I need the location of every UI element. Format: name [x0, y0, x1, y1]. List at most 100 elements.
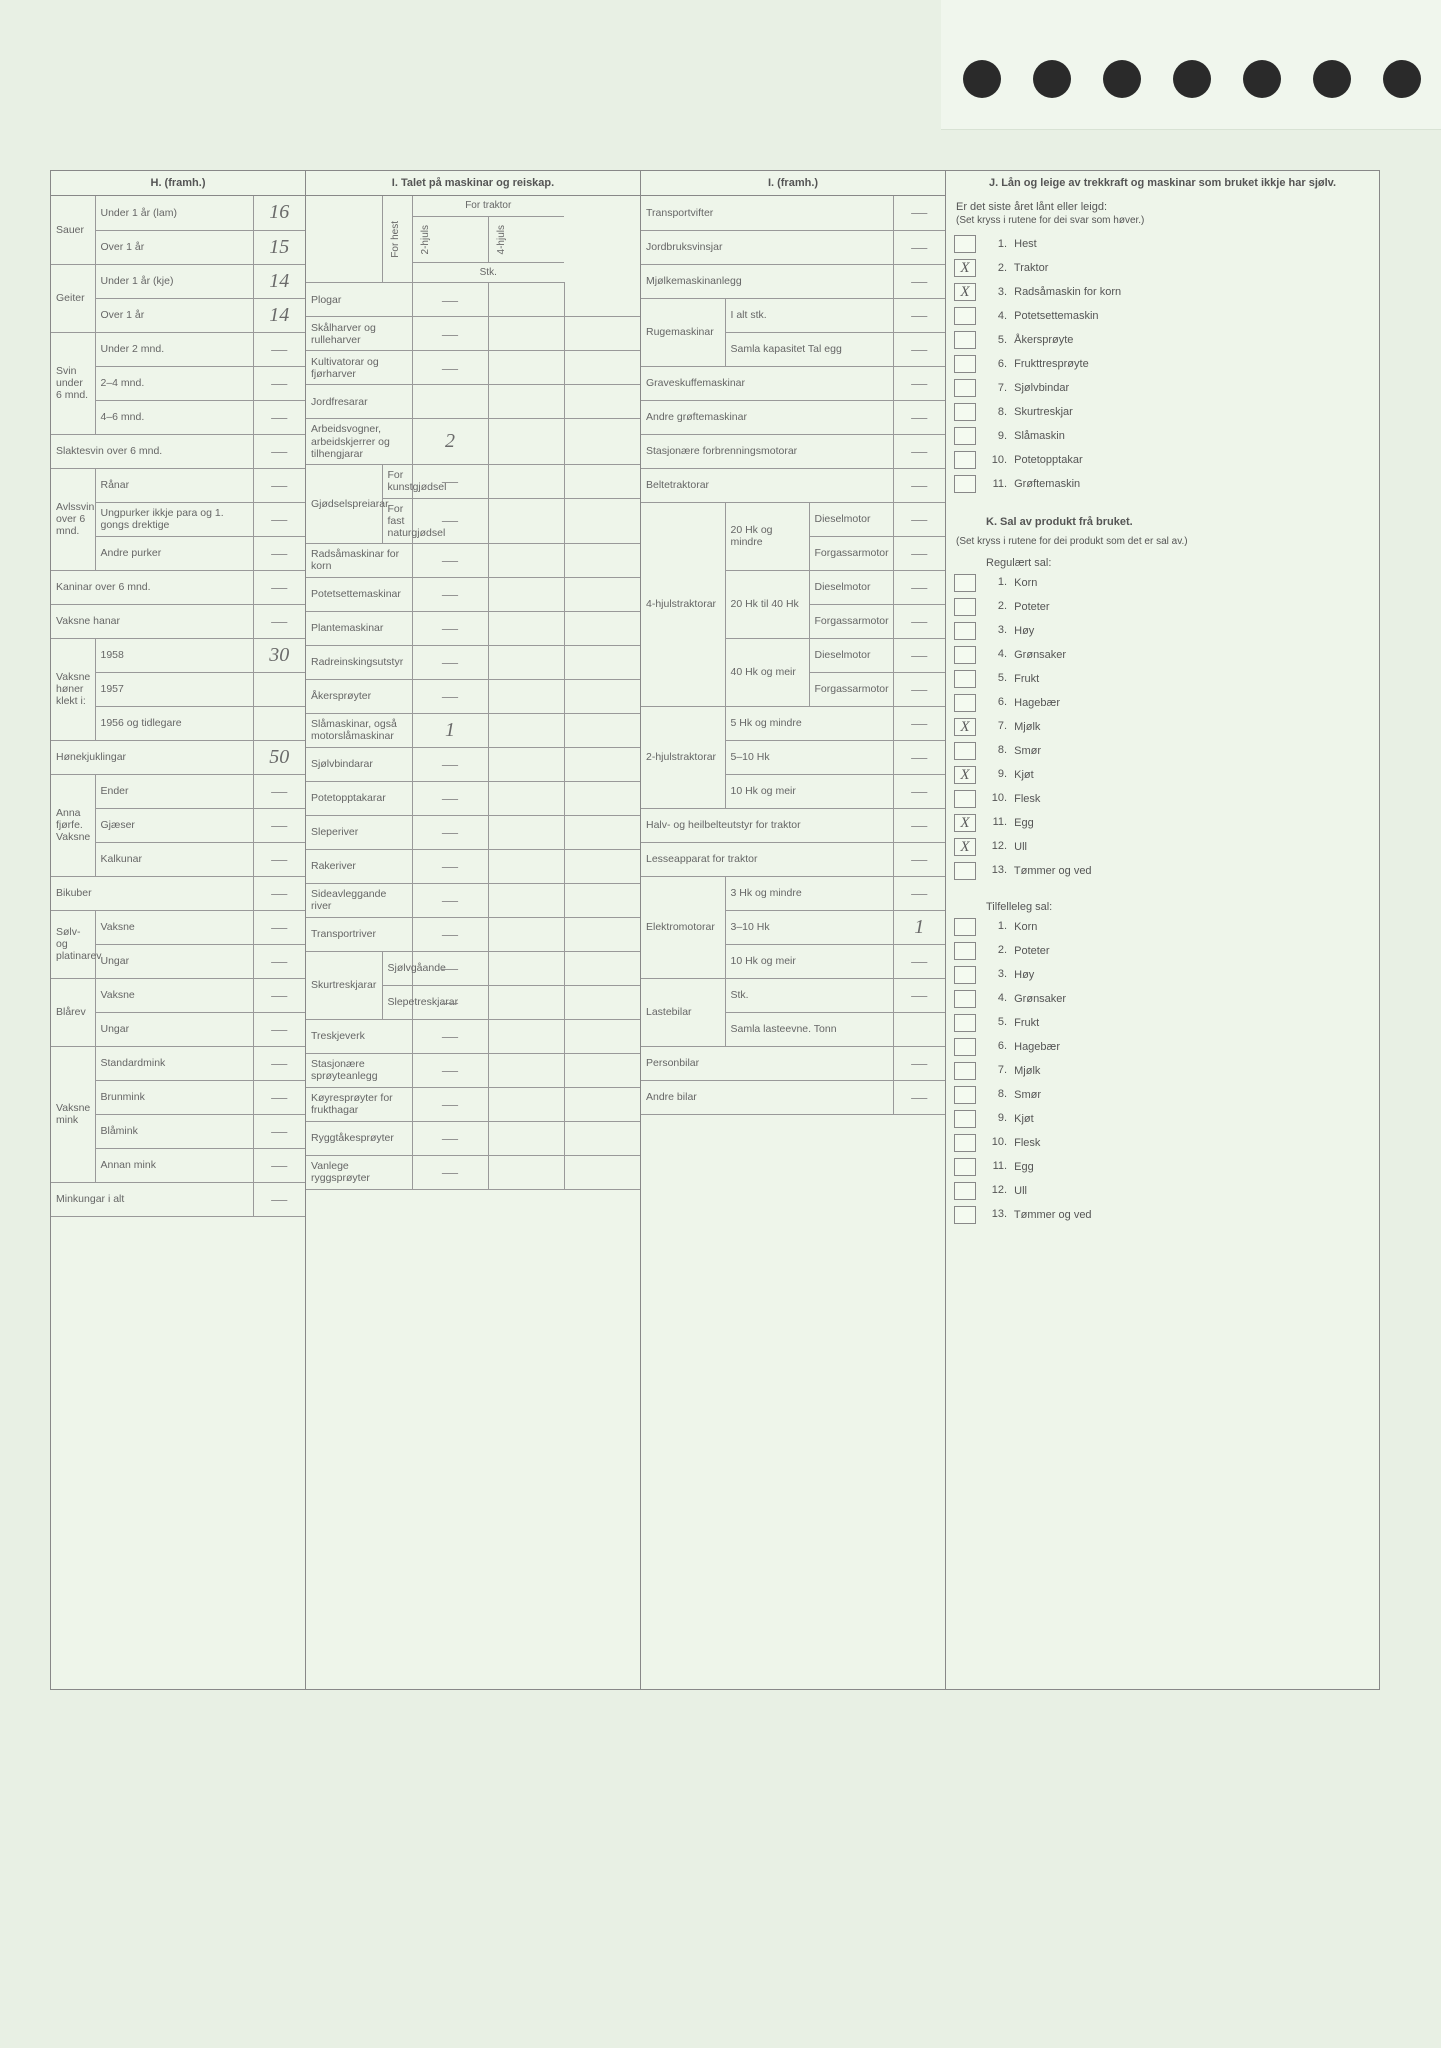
row-label: Rakeriver — [306, 849, 412, 883]
checkbox — [954, 331, 976, 349]
checkbox — [954, 307, 976, 325]
value-cell: — — [893, 264, 945, 298]
row-label: 4–6 mnd. — [95, 400, 253, 434]
row-label: Standardmink — [95, 1046, 253, 1080]
row-group: Blårev — [51, 978, 95, 1046]
item-number: 7. — [985, 382, 1011, 394]
item-label: Radsåmaskin for korn — [1014, 286, 1121, 298]
item-label: Flesk — [1014, 1136, 1040, 1148]
value-cell: — — [893, 638, 945, 672]
value-cell: — — [412, 781, 488, 815]
value-cell: — — [253, 468, 305, 502]
checkbox — [954, 670, 976, 688]
row-label: Slepetreskjarar — [382, 985, 412, 1019]
section-J-note: (Set kryss i rutene for dei svar som høv… — [946, 215, 1379, 232]
checklist-row: 7. Mjølk — [946, 1059, 1379, 1083]
row-label: Stasjonære sprøyteanlegg — [306, 1053, 412, 1087]
section-K-reg-title: Regulært sal: — [946, 553, 1379, 571]
row-group: Avlssvin over 6 mnd. — [51, 468, 95, 570]
value-cell: — — [893, 230, 945, 264]
item-label: Smør — [1014, 1088, 1041, 1100]
value-cell: — — [893, 366, 945, 400]
hole-icon — [1383, 60, 1421, 98]
value-cell: — — [893, 400, 945, 434]
value-cell: — — [412, 351, 488, 385]
value-cell: — — [412, 1155, 488, 1189]
value-cell: — — [893, 1080, 945, 1114]
item-label: Åkersprøyte — [1014, 334, 1073, 346]
checkbox — [954, 379, 976, 397]
table-I1: For hest For traktor2-hjuls 4-hjulsStk.P… — [306, 196, 640, 1190]
checklist-row: 10. Potetopptakar — [946, 448, 1379, 472]
row-label: Samla kapasitet Tal egg — [725, 332, 893, 366]
row-label: Arbeidsvogner, arbeidskjerrer og tilheng… — [306, 419, 412, 464]
checklist-row: X 9. Kjøt — [946, 763, 1379, 787]
row-label: 3–10 Hk — [725, 910, 893, 944]
row-label: Samla lasteevne. Tonn — [725, 1012, 893, 1046]
item-number: 10. — [985, 454, 1011, 466]
row-label: For kunstgjødsel — [382, 464, 412, 498]
checklist-row: 13. Tømmer og ved — [946, 859, 1379, 883]
item-number: 8. — [985, 1088, 1011, 1100]
row-label: Vanlege ryggsprøyter — [306, 1155, 412, 1189]
item-label: Hagebær — [1014, 696, 1060, 708]
checkbox — [954, 966, 976, 984]
value-cell — [412, 385, 488, 419]
paper-tab — [941, 0, 1441, 130]
value-cell: — — [412, 611, 488, 645]
table-H: SauerUnder 1 år (lam)16Over 1 år15Geiter… — [51, 196, 305, 1217]
value-cell: — — [893, 502, 945, 536]
row-label: Personbilar — [641, 1046, 893, 1080]
section-H-title: H. (framh.) — [51, 171, 305, 196]
value-cell: — — [412, 1019, 488, 1053]
row-group: Gjødselspreiarar — [306, 464, 382, 543]
checkbox — [954, 427, 976, 445]
value-cell: — — [893, 842, 945, 876]
hole-icon — [1243, 60, 1281, 98]
col-header: 4-hjuls — [494, 221, 510, 258]
value-cell: 14 — [253, 264, 305, 298]
value-cell: — — [253, 876, 305, 910]
row-label: I alt stk. — [725, 298, 893, 332]
value-cell: — — [893, 876, 945, 910]
row-label: Transportriver — [306, 917, 412, 951]
col-header: For traktor — [412, 196, 564, 216]
value-cell: — — [893, 978, 945, 1012]
row-label: 10 Hk og meir — [725, 944, 893, 978]
checklist-row: X 11. Egg — [946, 811, 1379, 835]
value-cell: — — [412, 645, 488, 679]
checklist-row: 10. Flesk — [946, 787, 1379, 811]
row-label: Graveskuffemaskinar — [641, 366, 893, 400]
value-cell: — — [893, 332, 945, 366]
checklist-row: 1. Hest — [946, 232, 1379, 256]
row-label: Plogar — [306, 283, 412, 317]
item-number: 11. — [985, 816, 1011, 828]
item-label: Kjøt — [1014, 1112, 1034, 1124]
item-label: Ull — [1014, 1184, 1027, 1196]
value-cell — [893, 1012, 945, 1046]
item-label: Høy — [1014, 968, 1034, 980]
checkbox — [954, 942, 976, 960]
row-label: Kultivatorar og fjørharver — [306, 351, 412, 385]
item-number: 9. — [985, 1112, 1011, 1124]
row-label: Jordfresarar — [306, 385, 412, 419]
item-number: 13. — [985, 864, 1011, 876]
value-cell: — — [893, 604, 945, 638]
row-label: Andre grøftemaskinar — [641, 400, 893, 434]
checklist-row: 6. Hagebær — [946, 691, 1379, 715]
item-label: Kjøt — [1014, 768, 1034, 780]
row-label: 1956 og tidlegare — [95, 706, 253, 740]
item-number: 2. — [985, 262, 1011, 274]
value-cell: — — [253, 1080, 305, 1114]
checklist-row: 6. Hagebær — [946, 1035, 1379, 1059]
item-label: Skurtreskjar — [1014, 406, 1073, 418]
value-cell: — — [412, 1053, 488, 1087]
hole-icon — [1173, 60, 1211, 98]
item-number: 10. — [985, 792, 1011, 804]
item-number: 2. — [985, 944, 1011, 956]
value-cell: — — [253, 502, 305, 536]
item-label: Egg — [1014, 1160, 1034, 1172]
item-label: Mjølk — [1014, 1064, 1040, 1076]
census-form: H. (framh.) SauerUnder 1 år (lam)16Over … — [50, 170, 1380, 1690]
value-cell: — — [253, 604, 305, 638]
